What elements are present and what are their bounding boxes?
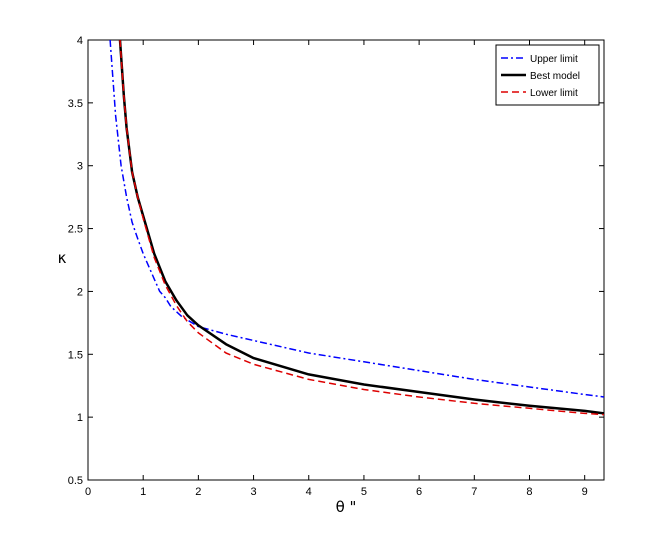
legend-label: Best model (530, 71, 580, 82)
y-tick-label: 1 (77, 412, 83, 424)
y-tick-label: 2 (77, 286, 83, 298)
series-line-lower-limit (119, 40, 604, 416)
x-tick-label: 9 (582, 486, 588, 498)
x-tick-label: 3 (250, 486, 256, 498)
x-tick-label: 7 (471, 486, 477, 498)
y-tick-label: 1.5 (68, 349, 83, 361)
legend-label: Upper limit (530, 54, 578, 65)
x-tick-label: 8 (526, 486, 532, 498)
plot-area (87, 39, 605, 481)
x-tick-label: 4 (306, 486, 312, 498)
y-axis-label: κ (58, 249, 67, 267)
y-tick-label: 0.5 (68, 475, 83, 487)
x-axis-label: θ " (336, 498, 357, 516)
legend-label: Lower limit (530, 88, 578, 99)
legend: Upper limit Best model Lower limit (495, 44, 600, 106)
y-tick-label: 4 (77, 35, 83, 47)
y-tick-label: 3.5 (68, 98, 83, 110)
x-tick-label: 1 (140, 486, 146, 498)
x-tick-label: 0 (85, 486, 91, 498)
y-tick-label: 2.5 (68, 224, 83, 236)
x-tick-label: 6 (416, 486, 422, 498)
tick-layer: 0 1 2 3 4 5 6 7 8 9 0.5 1 1.5 2 2.5 3 3.5 4 (68, 35, 604, 498)
series-layer (109, 40, 604, 416)
y-tick-label: 3 (77, 161, 83, 173)
series-line-upper-limit (109, 40, 604, 398)
x-tick-label: 2 (195, 486, 201, 498)
x-tick-label: 5 (361, 486, 367, 498)
